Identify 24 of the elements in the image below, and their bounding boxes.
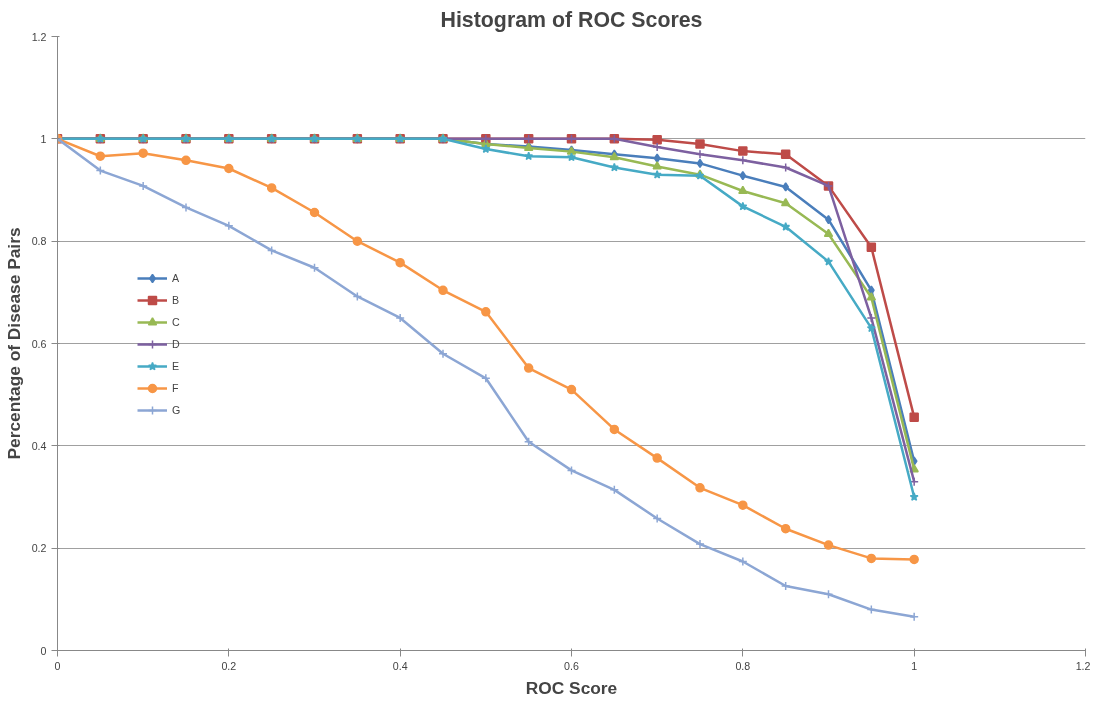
x-tick-label: 1.2 [1075, 659, 1091, 672]
legend-label: F [172, 382, 180, 394]
legend-label: A [172, 272, 181, 284]
y-tick-label: 0.4 [31, 439, 47, 452]
legend-label: C [172, 316, 181, 328]
legend-label: D [172, 338, 181, 350]
y-tick-label: 0.8 [31, 235, 47, 248]
chart-title: Histogram of ROC Scores [440, 7, 703, 32]
legend-label: B [172, 294, 181, 306]
y-tick-label: 0 [40, 644, 47, 657]
y-tick-label: 1.2 [31, 30, 47, 43]
x-tick-label: 0.8 [735, 659, 751, 672]
x-tick-label: 0.6 [564, 659, 579, 672]
legend-label: G [172, 404, 182, 416]
y-tick-label: 0.2 [31, 542, 47, 555]
x-axis-title: ROC Score [525, 677, 618, 698]
y-axis-title: Percentage of Disease Pairs [3, 227, 24, 460]
y-tick-label: 0.6 [31, 337, 47, 350]
x-tick-label: 1 [911, 659, 918, 672]
x-tick-label: 0.2 [221, 659, 237, 672]
y-tick-label: 1 [40, 132, 47, 145]
x-tick-label: 0.4 [392, 659, 408, 672]
x-tick-label: 0 [54, 659, 61, 672]
legend-label: E [172, 360, 181, 372]
